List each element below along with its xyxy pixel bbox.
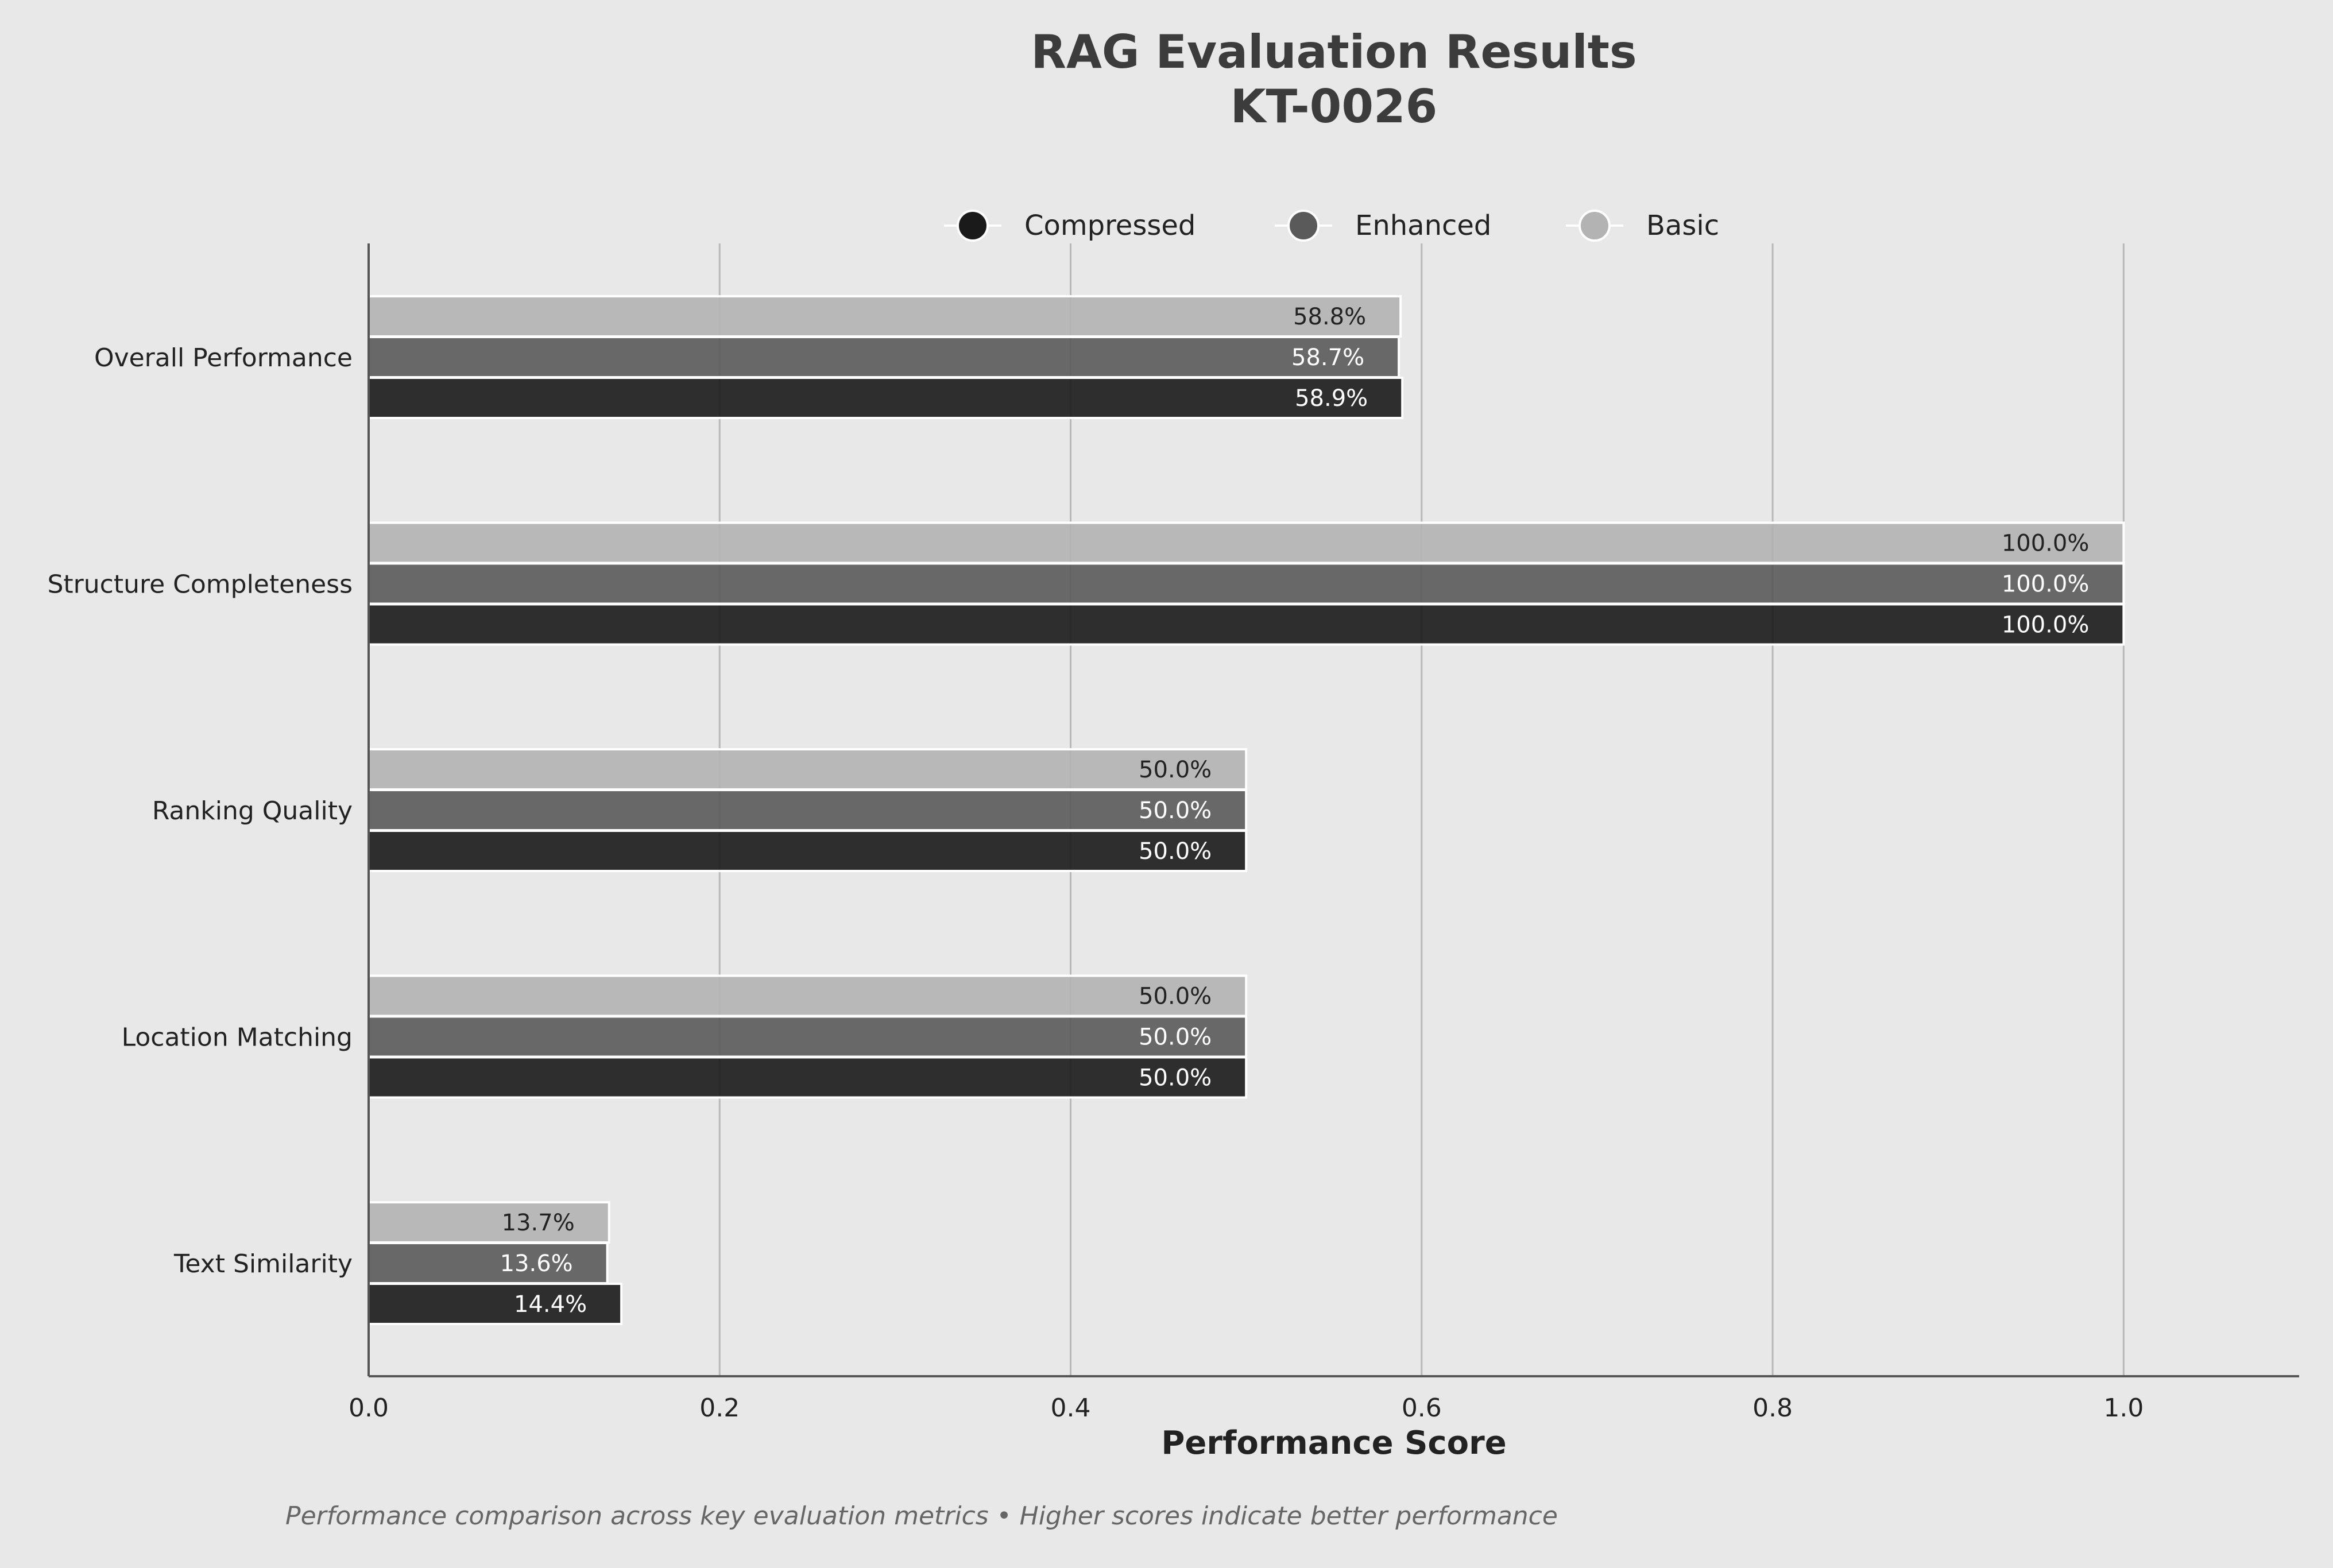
data-label: 58.7%	[1291, 344, 1364, 371]
y-tick-label: Structure Completeness	[47, 570, 353, 599]
bar-compressed	[367, 830, 1248, 872]
y-tick-label: Text Similarity	[173, 1249, 353, 1279]
bar-compressed	[367, 1056, 1248, 1099]
bar-enhanced	[367, 336, 1400, 378]
legend-label-basic: Basic	[1646, 210, 1719, 242]
bar-enhanced	[367, 562, 2125, 605]
data-label: 50.0%	[1139, 1065, 1212, 1091]
data-label: 58.9%	[1295, 385, 1368, 412]
data-label: 58.8%	[1293, 304, 1366, 330]
bars: 58.9% 58.7% 58.8% 100.0% 100.0% 100.0% 50.0% 50…	[367, 295, 2125, 1325]
bar-compressed	[367, 1283, 623, 1325]
x-tick-label: 0.0	[349, 1393, 389, 1423]
x-tick-label: 0.8	[1752, 1393, 1793, 1423]
bar-enhanced	[367, 1015, 1248, 1058]
y-tick-label: Location Matching	[122, 1023, 353, 1052]
text-layer: RAG Evaluation Results KT-0026 Performan…	[285, 25, 1637, 1531]
data-label: 50.0%	[1139, 984, 1212, 1010]
legend: Compressed Enhanced Basic	[944, 210, 1719, 242]
data-label: 100.0%	[2002, 571, 2090, 598]
y-tick-label: Ranking Quality	[152, 796, 353, 826]
data-label: 13.6%	[500, 1250, 573, 1277]
bar-basic	[367, 521, 2125, 564]
data-label: 100.0%	[2002, 531, 2090, 557]
x-tick-label: 1.0	[2103, 1393, 2144, 1423]
footnote: Performance comparison across key evalua…	[285, 1501, 1558, 1531]
x-tick-label: 0.2	[699, 1393, 740, 1423]
chart-subtitle: KT-0026	[1231, 80, 1438, 133]
data-label: 14.4%	[514, 1291, 587, 1318]
data-label: 50.0%	[1139, 797, 1212, 824]
x-tick-label: 0.4	[1051, 1393, 1091, 1423]
data-label: 50.0%	[1139, 838, 1212, 865]
bar-enhanced	[367, 1242, 609, 1284]
bar-compressed	[367, 377, 1404, 419]
bar-enhanced	[367, 789, 1248, 831]
data-label: 100.0%	[2002, 612, 2090, 638]
legend-label-compressed: Compressed	[1024, 210, 1195, 242]
legend-label-enhanced: Enhanced	[1355, 210, 1491, 242]
bar-basic	[367, 974, 1248, 1017]
bar-basic	[367, 1201, 610, 1244]
chart-title: RAG Evaluation Results	[1031, 25, 1636, 79]
data-label: 50.0%	[1139, 1024, 1212, 1051]
x-tick-label: 0.6	[1402, 1393, 1442, 1423]
bar-basic	[367, 295, 1402, 338]
data-label: 13.7%	[502, 1210, 575, 1236]
bar-basic	[367, 748, 1248, 791]
bar-compressed	[367, 603, 2125, 646]
legend-marker-enhanced	[1287, 210, 1320, 242]
axes: 0.0 0.2 0.4 0.6 0.8 1.0 Overall Performance Str…	[47, 243, 2299, 1423]
legend-marker-compressed	[957, 210, 989, 242]
y-tick-label: Overall Performance	[94, 343, 353, 373]
legend-marker-basic	[1578, 210, 1611, 242]
data-label: 50.0%	[1139, 757, 1212, 783]
x-axis-label: Performance Score	[1161, 1424, 1506, 1462]
